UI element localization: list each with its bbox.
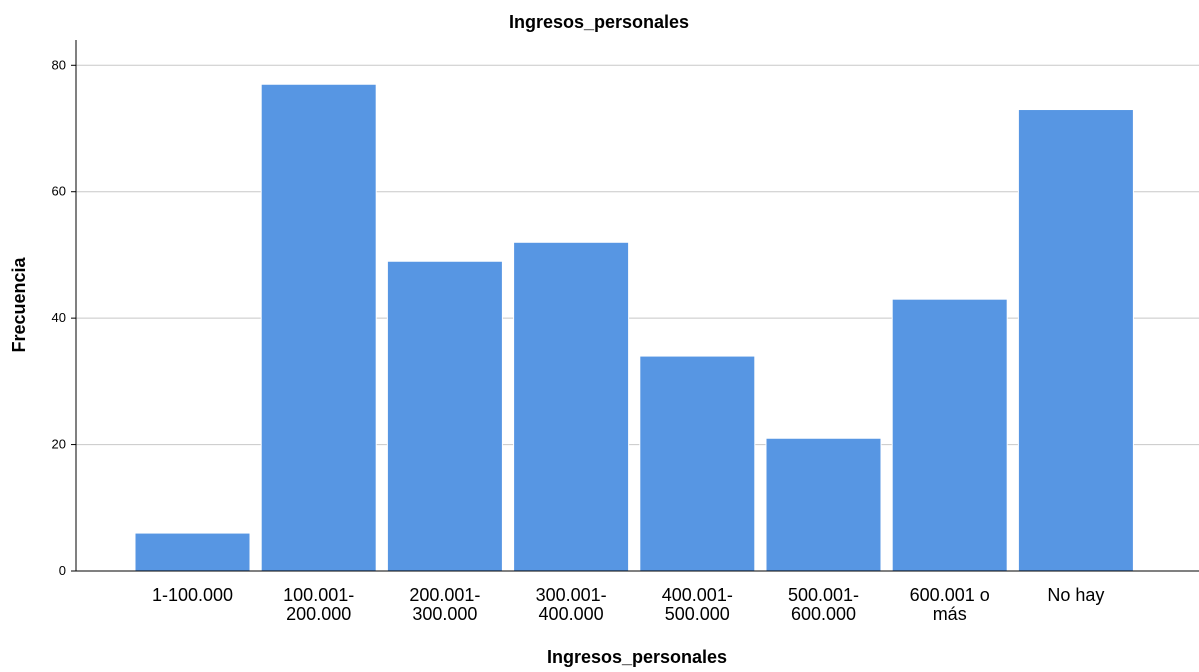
x-tick-label: 200.001-300.000 (409, 585, 480, 624)
chart-title: Ingresos_personales (509, 12, 689, 32)
bar (134, 532, 251, 572)
bar (260, 83, 377, 572)
bar (513, 241, 630, 572)
x-tick-labels: 1-100.000 100.001-200.000 200.001-300.000 3… (152, 585, 1104, 624)
bar (639, 355, 756, 572)
x-tick-label: 600.001 o más (910, 585, 990, 624)
x-tick-label: 100.001-200.000 (283, 585, 354, 624)
y-tick-label: 80 (52, 57, 66, 72)
y-tick-label: 0 (59, 563, 66, 578)
x-axis-title: Ingresos_personales (547, 647, 727, 667)
bars (134, 83, 1134, 572)
bar (891, 298, 1008, 572)
bar (765, 437, 882, 572)
y-tick-label: 20 (52, 437, 66, 452)
y-axis-title: Frecuencia (9, 256, 29, 352)
x-tick-label: 1-100.000 (152, 585, 233, 605)
x-tick-label: 500.001-600.000 (788, 585, 859, 624)
x-tick-label: 300.001-400.000 (536, 585, 607, 624)
y-tick-label: 60 (52, 184, 66, 199)
x-tick-label: No hay (1047, 585, 1104, 605)
x-tick-label: 400.001-500.000 (662, 585, 733, 624)
axes (71, 40, 1199, 572)
bar (386, 260, 503, 572)
y-tick-labels: 0 20 40 60 80 (52, 57, 66, 578)
y-tick-label: 40 (52, 310, 66, 325)
bar (1017, 109, 1134, 572)
